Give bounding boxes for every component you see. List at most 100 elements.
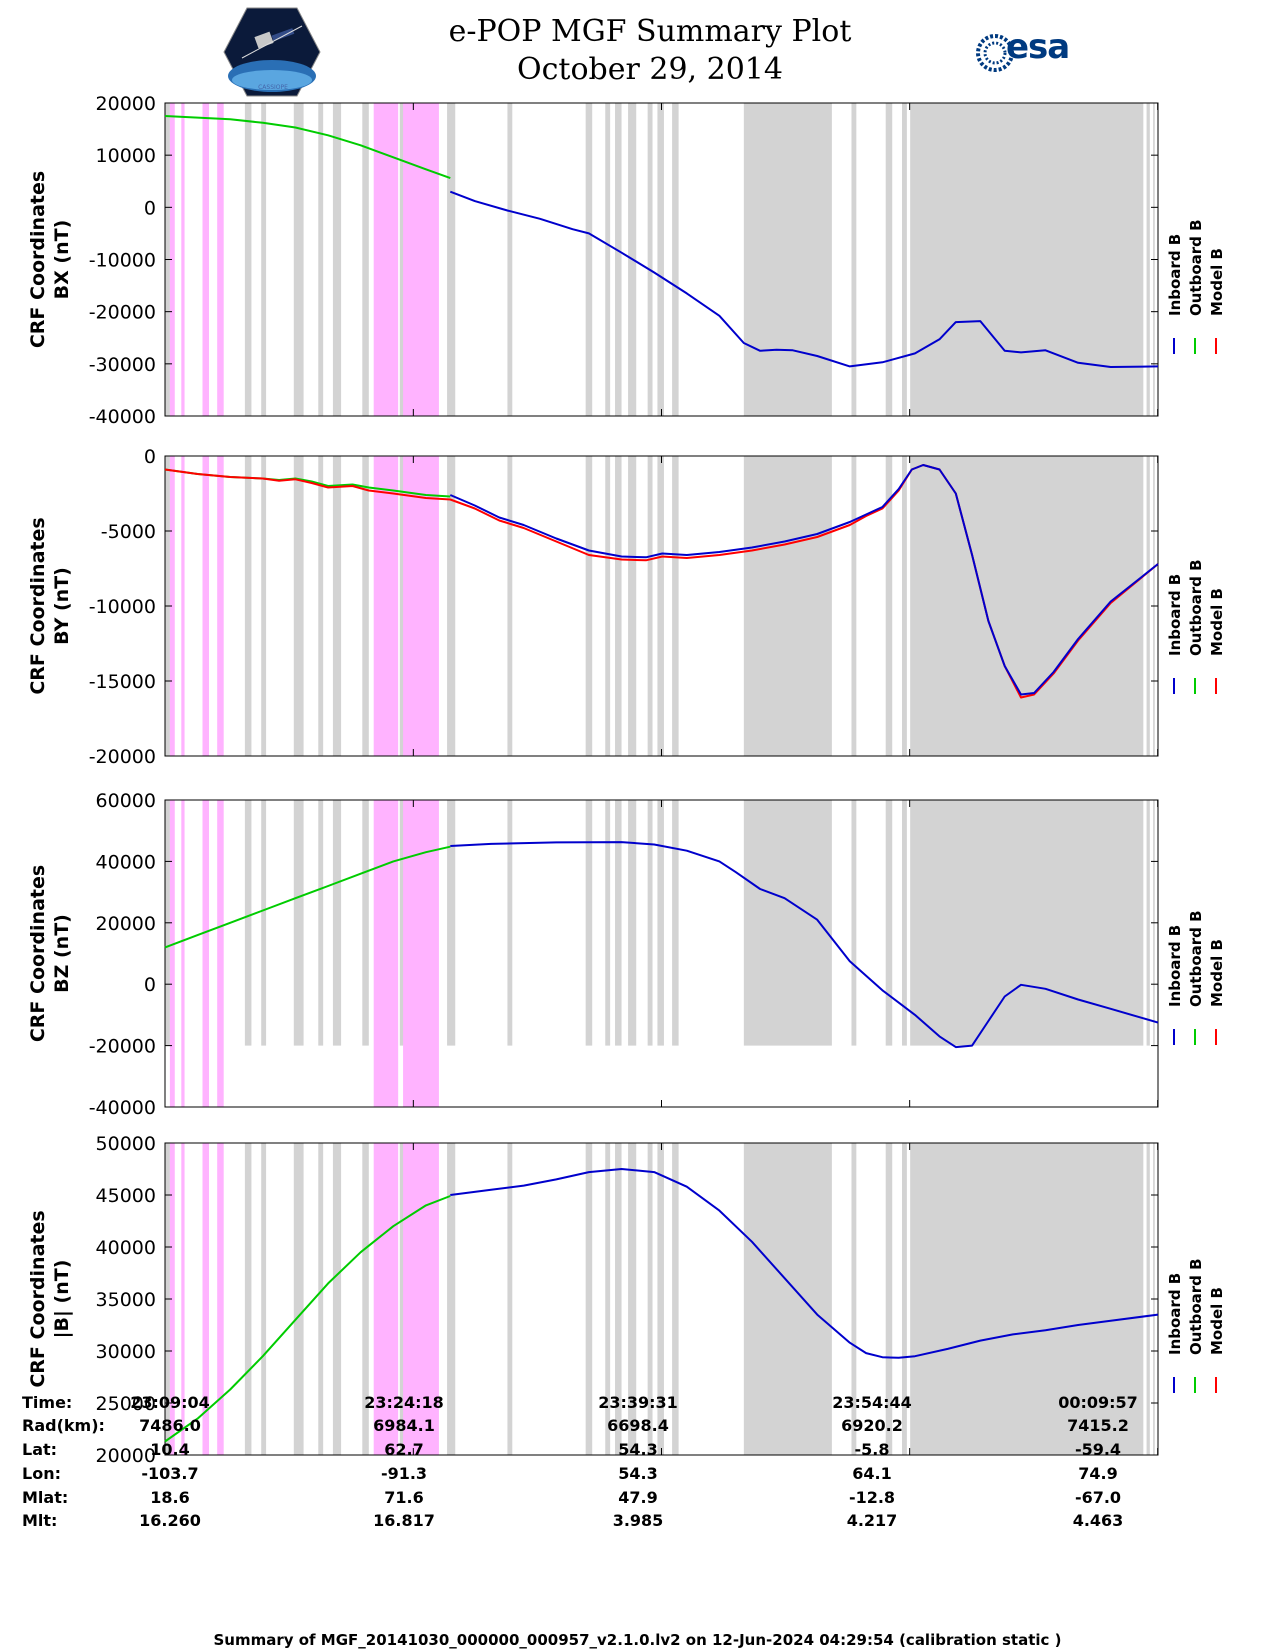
data-gap-gray	[447, 103, 456, 416]
data-gap-gray	[507, 1143, 513, 1455]
legend-label: Inboard B	[1166, 574, 1184, 656]
y-tick-label: -10000	[89, 596, 156, 618]
footer-value: 16.817	[373, 1511, 435, 1530]
y-axis-label: CRF Coordinates	[27, 517, 49, 694]
footer-value: 6698.4	[607, 1416, 669, 1435]
y-tick-label: 20000	[96, 913, 156, 935]
legend-label: Outboard B	[1187, 910, 1205, 1007]
data-gap-gray	[332, 800, 342, 1046]
esa-logo-mark	[976, 34, 1014, 72]
y-tick-label: 0	[144, 974, 156, 996]
data-gap-gray	[672, 1143, 679, 1455]
y-axis-label: |B| (nT)	[51, 1260, 73, 1339]
footer-value: 18.6	[150, 1488, 190, 1507]
legend-label: Outboard B	[1187, 1258, 1205, 1355]
series-line-outboard-b	[164, 115, 451, 180]
y-tick-label: 40000	[96, 851, 156, 873]
y-tick-label: 40000	[96, 1237, 156, 1259]
data-gap-magenta	[217, 1143, 224, 1455]
data-gap-gray	[910, 456, 1144, 756]
data-gap-gray	[332, 456, 342, 756]
y-tick-label: -20000	[89, 746, 156, 768]
y-tick-label: -30000	[89, 354, 156, 376]
y-axis-label: CRF Coordinates	[27, 171, 49, 348]
data-gap-gray	[628, 456, 637, 756]
data-gap-magenta	[373, 1143, 399, 1455]
data-gap-magenta	[169, 103, 175, 416]
footer-label-time: Time:	[22, 1393, 73, 1412]
data-gap-gray	[910, 103, 1144, 416]
data-gap-gray	[585, 1143, 593, 1455]
data-gap-gray	[647, 103, 653, 416]
footer-value: 23:09:04	[130, 1393, 210, 1412]
data-gap-gray	[657, 1143, 664, 1455]
data-gap-gray	[261, 800, 267, 1046]
y-tick-label: 60000	[96, 790, 156, 812]
data-gap-gray	[318, 456, 324, 756]
data-gap-gray	[902, 456, 907, 756]
series-line-inboard-b	[449, 190, 1159, 368]
data-gap-magenta	[373, 456, 399, 756]
y-tick-label: 30000	[96, 1341, 156, 1363]
data-gap-gray	[743, 456, 832, 756]
data-gap-gray	[1146, 456, 1150, 756]
data-gap-gray	[362, 456, 369, 756]
footer-value: 00:09:57	[1058, 1393, 1138, 1412]
footer-note: Summary of MGF_20141030_000000_000957_v2…	[213, 1631, 1062, 1649]
y-tick-label: -15000	[89, 671, 156, 693]
plot-title: e-POP MGF Summary Plot	[448, 14, 852, 49]
data-gap-gray	[615, 103, 622, 416]
plot-date: October 29, 2014	[517, 52, 783, 87]
data-gap-gray	[362, 103, 369, 416]
y-tick-label: -20000	[89, 302, 156, 324]
data-gap-magenta	[181, 1143, 185, 1455]
footer-value: -5.8	[854, 1440, 890, 1459]
data-gap-gray	[605, 456, 611, 756]
data-gap-magenta	[181, 456, 185, 756]
footer-value: 3.985	[612, 1511, 664, 1530]
data-gap-gray	[647, 456, 653, 756]
data-gap-gray	[244, 456, 252, 756]
panel-1: -40000 -30000 -20000 -10000 0 10000 20000 CRF C…	[27, 93, 1226, 428]
legend-label: Outboard B	[1187, 219, 1205, 316]
series-line-outboard-b	[164, 1195, 451, 1443]
footer-value: 16.260	[139, 1511, 201, 1530]
y-tick-label: -20000	[89, 1036, 156, 1058]
data-gap-gray	[910, 800, 1144, 1046]
data-gap-gray	[507, 800, 513, 1046]
y-axis-label: CRF Coordinates	[27, 865, 49, 1042]
y-axis-label: BX (nT)	[51, 220, 73, 300]
data-gap-gray	[293, 456, 304, 756]
data-gap-gray	[605, 1143, 611, 1455]
footer-value: 23:39:31	[598, 1393, 678, 1412]
data-gap-gray	[585, 800, 593, 1046]
data-gap-gray	[628, 1143, 637, 1455]
series-line-inboard-b	[449, 464, 1159, 696]
footer-value: 23:54:44	[832, 1393, 912, 1412]
footer-value: -67.0	[1074, 1488, 1122, 1507]
data-gap-gray	[244, 103, 252, 416]
footer-value: 4.217	[846, 1511, 898, 1530]
data-gap-gray	[261, 456, 267, 756]
data-gap-magenta	[181, 103, 185, 416]
data-gap-gray	[615, 1143, 622, 1455]
y-tick-label: -40000	[89, 406, 156, 428]
data-gap-gray	[318, 103, 324, 416]
data-gap-gray	[615, 800, 622, 1046]
panel-3: -40000 -20000 0 20000 40000 60000 CRF Coordina…	[27, 790, 1226, 1119]
footer-label-mlat: Mlat:	[22, 1488, 69, 1507]
footer-value: 71.6	[384, 1488, 424, 1507]
cassiope-logo-text: CASSIOPE	[258, 84, 288, 91]
data-gap-gray	[743, 1143, 832, 1455]
y-axis-label: BZ (nT)	[51, 914, 73, 993]
data-gap-gray	[615, 456, 622, 756]
data-gap-gray	[585, 103, 593, 416]
data-gap-magenta	[181, 800, 185, 1107]
data-gap-gray	[1146, 800, 1150, 1046]
data-gap-magenta	[202, 800, 210, 1107]
footer-value: 23:24:18	[364, 1393, 444, 1412]
data-gap-magenta	[202, 103, 210, 416]
data-gap-magenta	[217, 800, 224, 1107]
y-tick-label: 35000	[96, 1289, 156, 1311]
